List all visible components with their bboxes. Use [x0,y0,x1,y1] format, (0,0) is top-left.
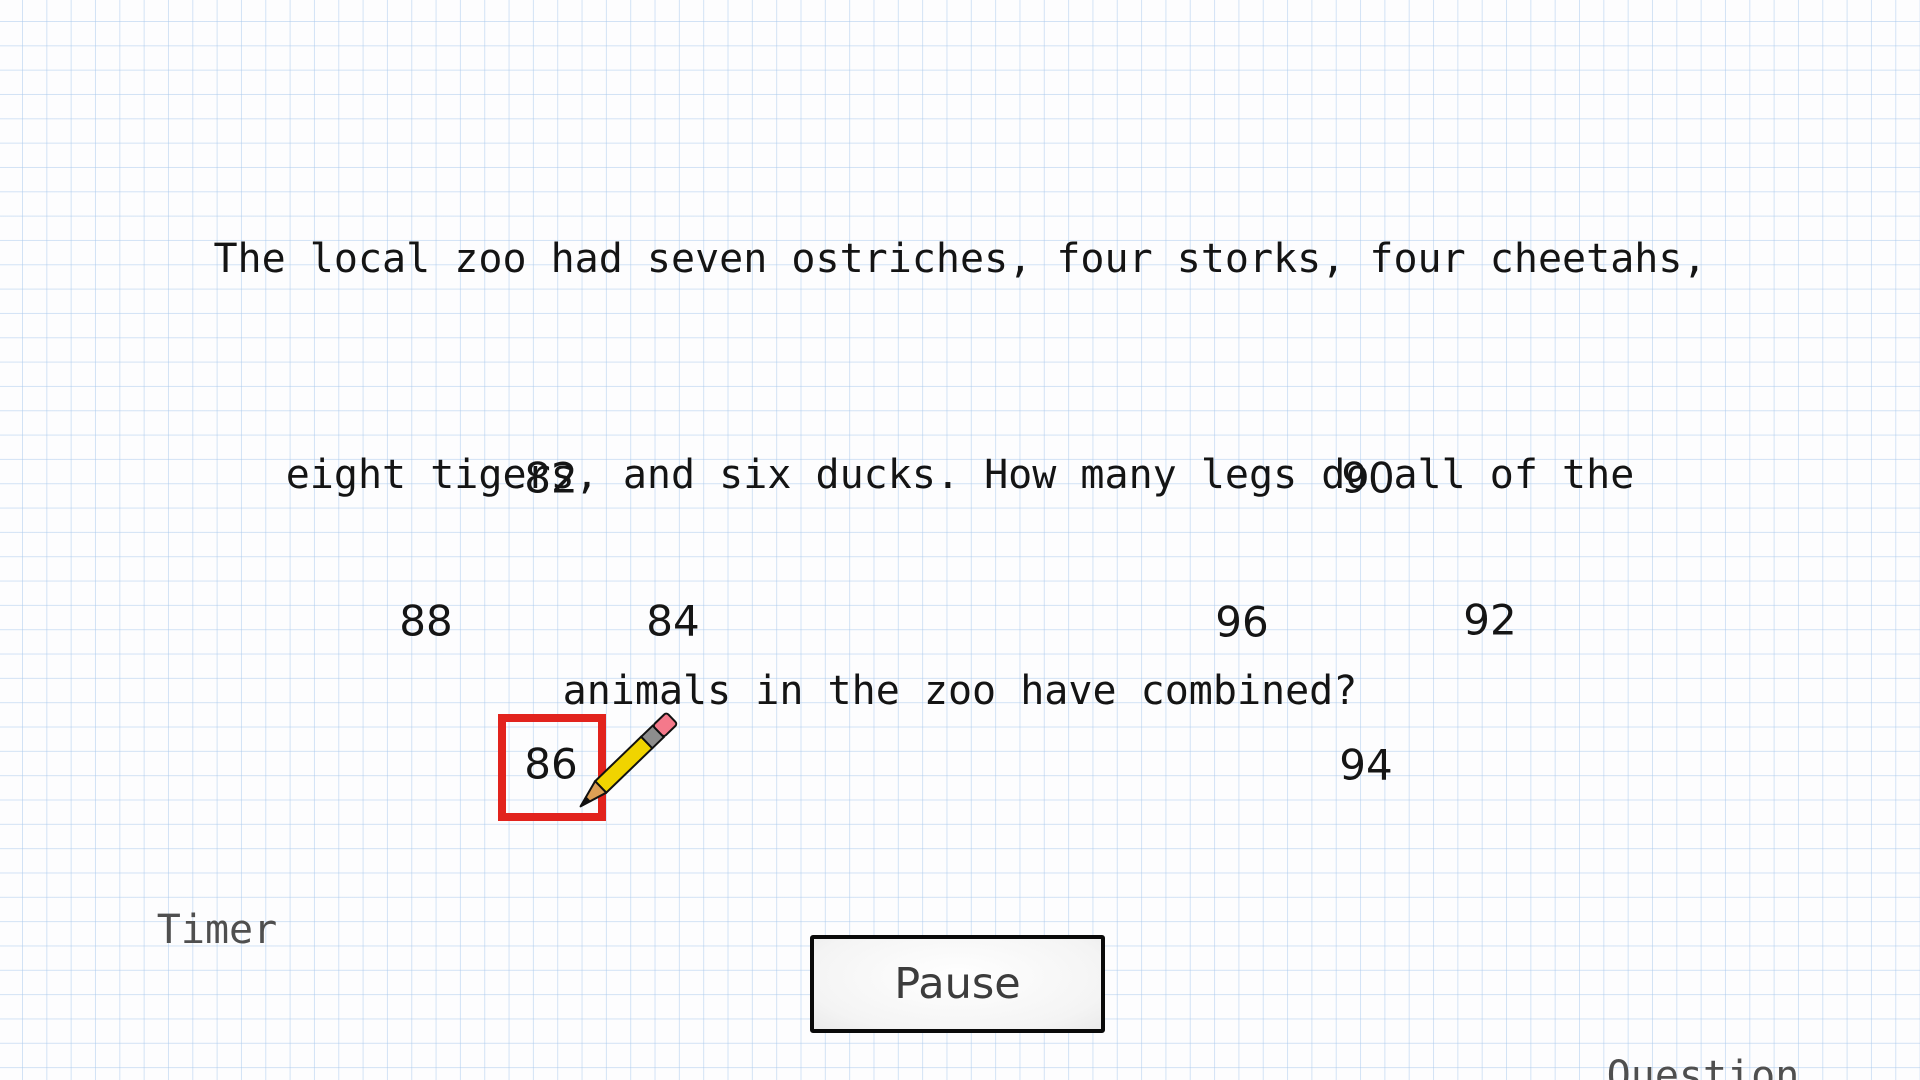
answer-option[interactable]: 96 [1215,597,1269,647]
answer-option[interactable]: 90 [1341,453,1395,503]
question-counter-panel: Question 05/10 [1563,894,1843,1080]
answer-option[interactable]: 92 [1463,595,1517,645]
timer-label: Timer [156,907,278,953]
pause-button[interactable]: Pause [810,935,1105,1033]
answer-option-selected[interactable]: 86 [524,739,578,789]
question-line: eight tigers, and six ducks. How many le… [285,452,1635,498]
selection-highlight-box [498,714,606,821]
answer-option[interactable]: 84 [646,596,700,646]
timer-panel: Timer 00:19 Time Left 04:38 [90,748,344,1080]
question-line: The local zoo had seven ostriches, four … [213,236,1707,282]
question-text: The local zoo had seven ostriches, four … [0,79,1920,871]
question-line: animals in the zoo have combined? [562,668,1358,714]
answer-option[interactable]: 88 [399,596,453,646]
answer-option[interactable]: 82 [524,453,578,503]
answer-option[interactable]: 94 [1339,740,1393,790]
question-counter-label: Question [1606,1053,1800,1080]
